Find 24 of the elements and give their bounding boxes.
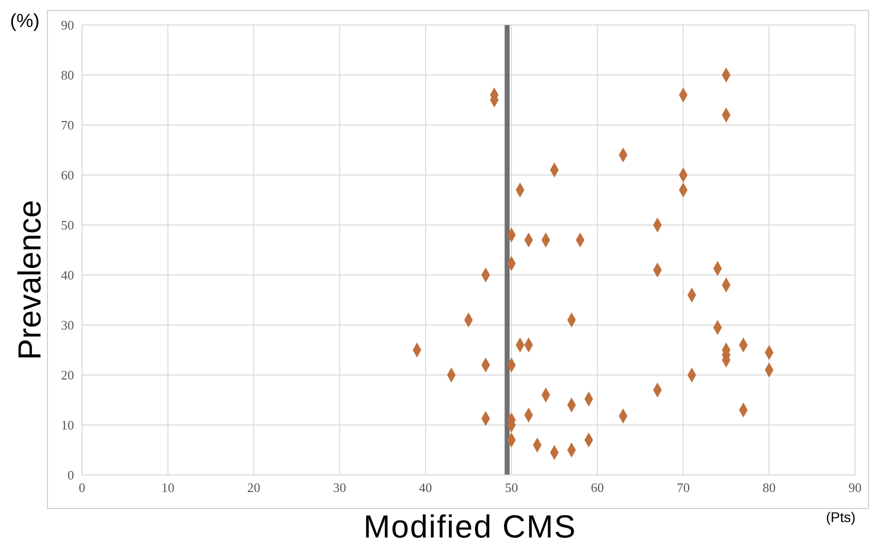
y-tick-label: 70 bbox=[61, 118, 74, 133]
x-tick-label: 50 bbox=[504, 480, 518, 496]
x-tick-label: 40 bbox=[419, 480, 432, 496]
x-tick-label: 70 bbox=[676, 480, 690, 496]
text: (%) bbox=[10, 11, 40, 33]
y-axis-title: Prevalence bbox=[12, 200, 48, 360]
x-tick-label: 20 bbox=[247, 480, 260, 496]
y-tick-label: 80 bbox=[61, 68, 74, 83]
y-tick-label: 0 bbox=[68, 468, 74, 483]
y-tick-label: 50 bbox=[61, 218, 74, 233]
x-axis-title: Modified CMS bbox=[364, 508, 576, 543]
text: (Pts) bbox=[826, 509, 856, 525]
y-tick-label: 60 bbox=[61, 168, 74, 183]
y-tick-label: 10 bbox=[61, 418, 74, 433]
x-tick-label: 90 bbox=[848, 480, 862, 496]
y-tick-label: 30 bbox=[61, 318, 74, 333]
y-tick-label: 20 bbox=[61, 368, 74, 383]
x-tick-label: 80 bbox=[762, 480, 776, 496]
x-tick-label: 30 bbox=[333, 480, 346, 496]
x-tick-label: 60 bbox=[590, 480, 604, 496]
x-tick-label: 10 bbox=[161, 480, 174, 496]
y-tick-label: 40 bbox=[61, 268, 74, 283]
y-tick-label: 90 bbox=[61, 18, 74, 33]
x-tick-label: 0 bbox=[78, 480, 86, 496]
